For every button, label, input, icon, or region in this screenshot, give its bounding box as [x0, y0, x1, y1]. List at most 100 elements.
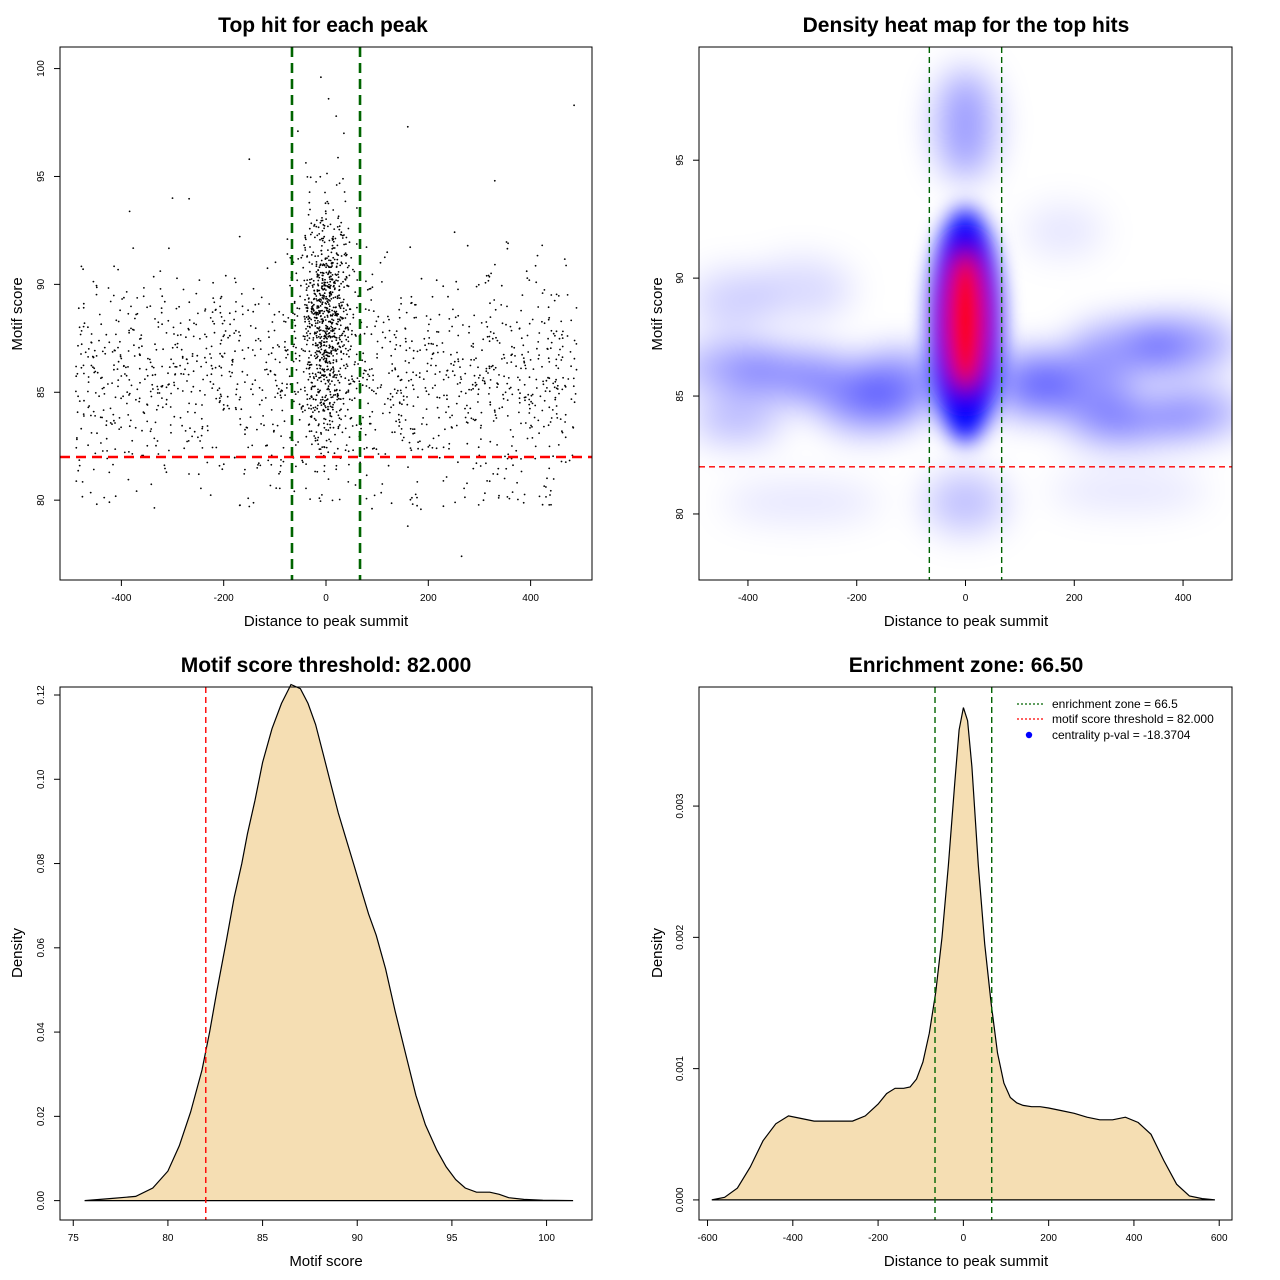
- data-point: [338, 294, 340, 297]
- data-point: [541, 244, 544, 247]
- data-point: [489, 302, 491, 305]
- data-point: [555, 330, 558, 333]
- data-point: [322, 353, 325, 355]
- data-point: [336, 392, 339, 395]
- data-point: [470, 417, 473, 420]
- data-point: [283, 346, 286, 348]
- data-point: [400, 428, 403, 430]
- data-point: [365, 280, 367, 283]
- data-point: [497, 383, 499, 386]
- data-point: [550, 341, 553, 344]
- data-point: [405, 349, 408, 352]
- data-point: [267, 353, 270, 356]
- data-point: [320, 335, 323, 338]
- data-point: [247, 346, 250, 349]
- data-point: [414, 493, 417, 496]
- data-point: [337, 425, 340, 428]
- data-point: [135, 490, 138, 492]
- data-point: [329, 314, 332, 316]
- data-point: [541, 292, 544, 294]
- data-point: [314, 342, 317, 345]
- data-point: [87, 356, 89, 358]
- data-point: [319, 329, 322, 332]
- data-point: [515, 449, 518, 452]
- data-point: [273, 329, 276, 332]
- data-point: [116, 368, 119, 370]
- data-point: [138, 397, 141, 400]
- data-point: [167, 319, 170, 322]
- data-point: [341, 234, 344, 237]
- data-point: [344, 367, 347, 370]
- data-point: [303, 386, 306, 389]
- data-point: [90, 333, 93, 335]
- data-point: [76, 438, 78, 441]
- data-point: [170, 358, 173, 361]
- data-point: [234, 406, 237, 409]
- data-point: [343, 132, 345, 135]
- data-point: [547, 318, 550, 321]
- data-point: [438, 416, 440, 419]
- data-point: [168, 366, 171, 368]
- data-point: [297, 130, 299, 133]
- data-point: [448, 318, 451, 320]
- data-point: [268, 336, 270, 339]
- data-point: [304, 249, 307, 251]
- data-point: [325, 354, 328, 357]
- data-point: [212, 281, 215, 284]
- data-point: [410, 378, 413, 381]
- data-point: [310, 222, 313, 225]
- data-point: [342, 402, 345, 405]
- data-point: [126, 402, 128, 405]
- data-point: [313, 417, 316, 420]
- data-point: [127, 312, 130, 315]
- data-point: [93, 371, 96, 374]
- data-point: [318, 276, 321, 279]
- data-point: [284, 321, 287, 323]
- data-point: [286, 349, 289, 351]
- data-point: [218, 387, 221, 390]
- y-tick-label: 0.06: [36, 938, 47, 958]
- data-point: [209, 494, 212, 496]
- data-point: [436, 406, 439, 409]
- data-point: [285, 356, 287, 359]
- data-point: [438, 313, 441, 316]
- data-point: [550, 417, 553, 419]
- data-point: [448, 447, 450, 450]
- data-point: [101, 416, 103, 419]
- data-point: [289, 436, 291, 439]
- data-point: [475, 383, 478, 386]
- data-point: [323, 224, 326, 227]
- data-point: [381, 483, 384, 485]
- data-point: [528, 376, 531, 379]
- data-point: [437, 351, 439, 354]
- data-point: [251, 444, 254, 447]
- data-point: [220, 339, 223, 342]
- data-point: [316, 299, 318, 302]
- data-point: [371, 286, 374, 289]
- data-point: [320, 399, 322, 401]
- data-point: [282, 314, 285, 316]
- data-point: [488, 387, 491, 389]
- data-point: [390, 502, 393, 505]
- data-point: [547, 357, 550, 360]
- data-point: [215, 397, 218, 400]
- data-point: [375, 392, 377, 395]
- data-point: [333, 247, 336, 249]
- data-point: [368, 415, 371, 418]
- data-point: [339, 319, 341, 322]
- data-point: [530, 394, 533, 397]
- data-point: [506, 496, 509, 498]
- data-point: [176, 346, 179, 349]
- data-point: [528, 403, 531, 406]
- data-point: [312, 337, 315, 339]
- data-point: [337, 318, 339, 321]
- data-point: [503, 357, 506, 359]
- data-point: [315, 419, 317, 422]
- data-point: [494, 414, 497, 417]
- data-point: [394, 348, 397, 351]
- data-point: [100, 377, 102, 380]
- data-point: [330, 251, 333, 254]
- data-point: [317, 226, 320, 229]
- data-point: [321, 303, 324, 305]
- data-point: [132, 247, 135, 250]
